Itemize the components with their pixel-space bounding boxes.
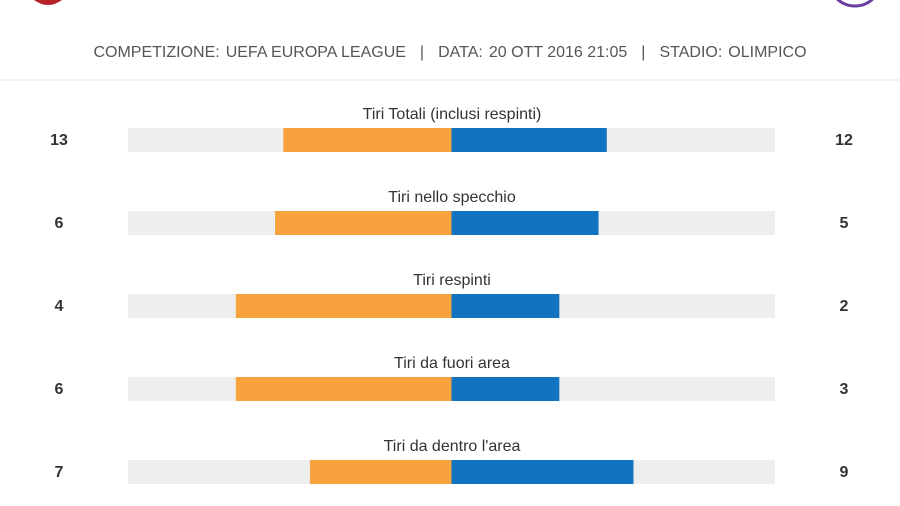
home-logo — [34, 0, 62, 5]
home-value: 4 — [55, 298, 64, 315]
away-value: 5 — [840, 215, 849, 232]
stat-title: Tiri nello specchio — [388, 189, 516, 206]
separator: | — [641, 44, 645, 61]
home-value: 6 — [55, 381, 64, 398]
home-bar — [235, 294, 452, 318]
home-bar — [283, 128, 452, 152]
away-bar — [451, 294, 560, 318]
home-bar — [309, 460, 452, 484]
match-info: COMPETIZIONE: UEFA EUROPA LEAGUE | DATA: 20 … — [93, 44, 806, 61]
away-bar — [451, 460, 634, 484]
away-value: 9 — [840, 464, 849, 481]
stat-title: Tiri da dentro l'area — [384, 438, 521, 455]
away-value: 3 — [840, 381, 849, 398]
away-bar — [451, 377, 560, 401]
stat-title: Tiri da fuori area — [394, 355, 510, 372]
away-value: 12 — [835, 132, 853, 149]
home-bar — [235, 377, 452, 401]
away-bar — [451, 211, 599, 235]
home-value: 13 — [50, 132, 68, 149]
home-bar — [275, 211, 452, 235]
separator: | — [420, 44, 424, 61]
home-value: 7 — [55, 464, 64, 481]
info-label: DATA: — [438, 44, 483, 61]
home-value: 6 — [55, 215, 64, 232]
stat-title: Tiri respinti — [413, 272, 491, 289]
info-label: COMPETIZIONE: — [93, 44, 219, 61]
away-value: 2 — [840, 298, 849, 315]
away-bar — [451, 128, 607, 152]
info-value: OLIMPICO — [728, 44, 806, 61]
stat-title: Tiri Totali (inclusi respinti) — [363, 106, 542, 123]
info-value: 20 OTT 2016 21:05 — [489, 44, 628, 61]
info-value: UEFA EUROPA LEAGUE — [226, 44, 406, 61]
away-logo — [836, 0, 874, 8]
info-label: STADIO: — [659, 44, 722, 61]
